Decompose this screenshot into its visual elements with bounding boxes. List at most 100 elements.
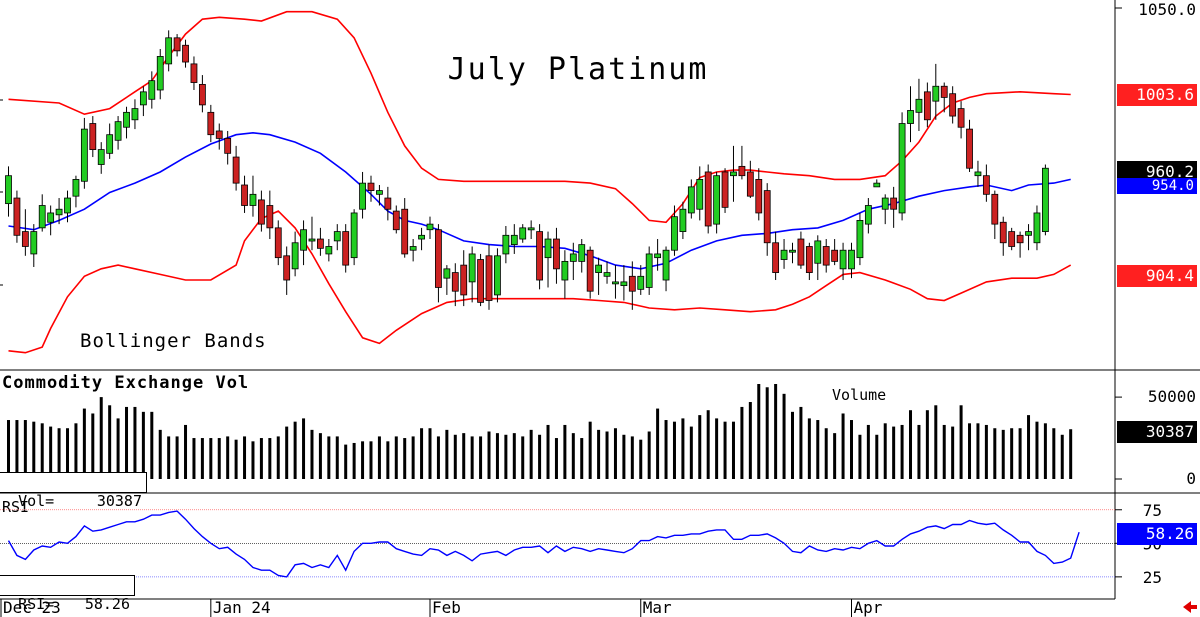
candle	[856, 212, 864, 266]
candle	[612, 265, 619, 299]
volume-bars	[7, 384, 1073, 479]
candle	[291, 231, 299, 277]
price-tag-middle-band: 954.0	[1117, 178, 1197, 194]
volume-bar	[66, 428, 70, 479]
volume-bar	[858, 434, 862, 479]
candle	[384, 186, 392, 221]
candle	[241, 175, 248, 213]
volume-bar	[184, 424, 188, 479]
candle	[687, 179, 695, 219]
candle	[738, 145, 746, 180]
candle-body	[780, 249, 788, 260]
candle-body	[839, 249, 847, 270]
candle	[283, 246, 291, 295]
x-axis-label: Feb	[432, 598, 461, 617]
candle	[797, 231, 805, 269]
candle	[586, 246, 594, 299]
volume-bar	[386, 441, 390, 479]
volume-bar	[40, 423, 44, 479]
volume-bar	[1001, 429, 1005, 479]
price-tag-lower-band: 904.4	[1117, 265, 1197, 287]
candle	[64, 190, 71, 223]
candle	[999, 216, 1007, 256]
volume-bar	[689, 426, 693, 479]
volume-bar	[1035, 421, 1039, 479]
candle-body	[805, 246, 813, 273]
volume-bar	[647, 431, 651, 479]
candle	[730, 145, 737, 202]
candle-body	[982, 175, 990, 195]
volume-bar	[276, 436, 280, 479]
candle-body	[907, 110, 914, 124]
volume-bar	[453, 434, 457, 479]
candle-body	[502, 234, 510, 255]
volume-bar	[141, 411, 145, 479]
candle	[923, 82, 931, 128]
candle	[148, 71, 156, 109]
candle	[848, 242, 855, 279]
volume-bar	[656, 408, 660, 479]
candle-body	[106, 134, 114, 154]
volume-bar	[833, 433, 837, 479]
candle-body	[797, 238, 805, 266]
volume-bar	[175, 436, 179, 479]
candle	[55, 198, 63, 225]
volume-bar	[217, 438, 221, 479]
volume-bar	[613, 428, 617, 479]
volume-bar	[369, 441, 373, 479]
candle	[97, 142, 105, 174]
candle	[898, 112, 906, 221]
candle-body	[763, 190, 771, 244]
volume-bar	[226, 436, 230, 479]
candle	[89, 116, 97, 158]
candle	[156, 48, 164, 100]
candle-body	[148, 80, 156, 100]
candle	[1016, 231, 1024, 258]
volume-bar	[554, 438, 558, 479]
volume-bar	[951, 426, 955, 479]
x-axis-label: Jan 24	[213, 598, 271, 617]
candle	[763, 183, 771, 256]
candle-body	[198, 83, 206, 106]
candle-body	[21, 231, 29, 247]
volume-bar	[420, 428, 424, 479]
volume-bar	[1018, 428, 1022, 479]
scroll-arrow-icon[interactable]	[1183, 601, 1197, 613]
candle	[485, 244, 493, 310]
candle	[628, 261, 636, 310]
volume-bar	[1069, 429, 1073, 479]
volume-bar	[1010, 428, 1014, 479]
candle	[654, 239, 662, 271]
rsi-readout-label: RSI=	[18, 595, 55, 613]
candle-body	[55, 208, 63, 216]
candle-body	[578, 244, 586, 262]
candle	[957, 101, 965, 139]
candle	[21, 209, 29, 256]
volume-bar	[91, 413, 95, 479]
volume-bar	[959, 405, 963, 479]
volume-bar	[403, 438, 407, 479]
candle-body	[156, 56, 164, 91]
candle	[173, 34, 181, 57]
candle	[890, 186, 898, 228]
candle-body	[249, 193, 257, 206]
candle	[1008, 227, 1016, 251]
price-axis-label-1050: 1050.0	[1138, 0, 1196, 19]
candle-body	[898, 123, 906, 214]
candle-body	[139, 91, 147, 106]
candle	[578, 239, 586, 273]
candle-body	[392, 210, 400, 231]
candle	[224, 130, 232, 165]
volume-readout-label: Vol=	[18, 492, 55, 510]
candle-body	[257, 199, 265, 225]
volume-bar	[361, 441, 365, 479]
candle-body	[822, 246, 830, 266]
candle-body	[957, 108, 965, 128]
candle	[873, 179, 881, 188]
volume-bar	[672, 421, 676, 479]
volume-bar	[630, 436, 634, 479]
candle	[460, 250, 468, 307]
volume-bar	[748, 402, 752, 479]
candle-body	[426, 223, 434, 231]
volume-bar	[790, 411, 794, 479]
